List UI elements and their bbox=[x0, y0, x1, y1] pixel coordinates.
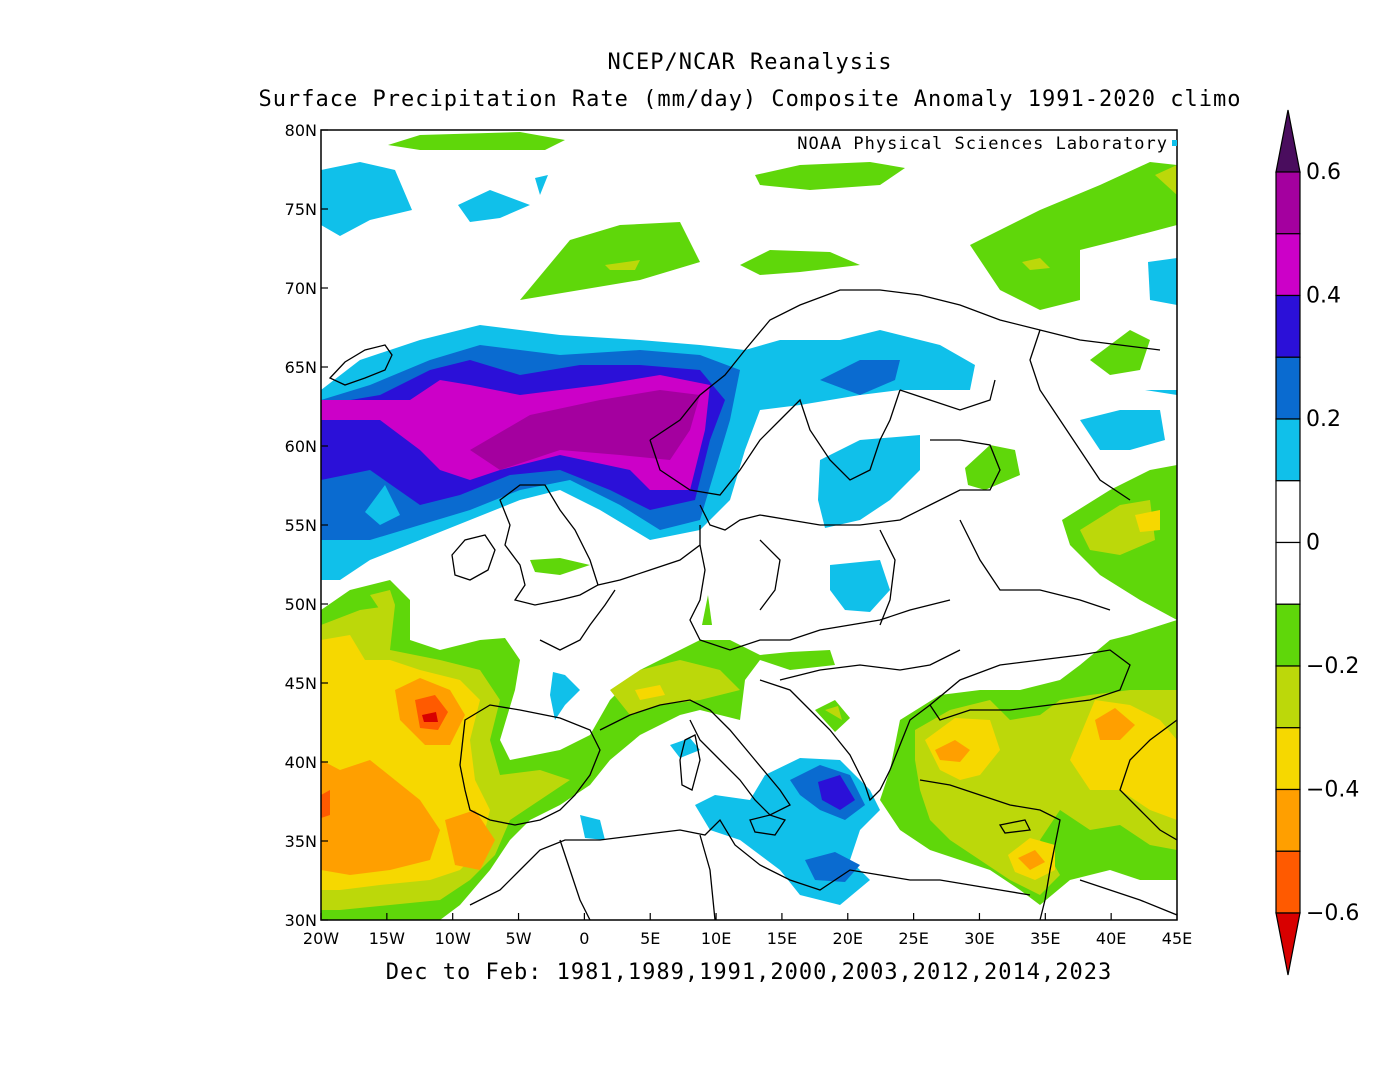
colorbar-box bbox=[1275, 788, 1301, 852]
chart-subtitle: Surface Precipitation Rate (mm/day) Comp… bbox=[258, 87, 1242, 112]
colorbar-box bbox=[1275, 171, 1301, 235]
longitude-axis: 20W 15W 10W 5W 0 5E 10E 15E 20E 25E 30E 35E 40E 45E bbox=[303, 913, 1192, 948]
lat-tick-label: 45N bbox=[285, 674, 317, 693]
lat-tick-label: 40N bbox=[285, 753, 317, 772]
colorbar-label: 0 bbox=[1306, 531, 1320, 556]
colorbar-box bbox=[1275, 356, 1301, 420]
lat-tick-label: 70N bbox=[285, 279, 317, 298]
lon-tick-label: 20W bbox=[303, 929, 339, 948]
lat-tick-label: 50N bbox=[285, 595, 317, 614]
colorbar-box bbox=[1275, 541, 1301, 605]
lon-tick-label: 20E bbox=[833, 929, 863, 948]
lon-tick-label: 25E bbox=[898, 929, 928, 948]
colorbar-label: 0.2 bbox=[1306, 407, 1341, 432]
scandinavia-blue bbox=[818, 435, 920, 528]
lon-tick-label: 0 bbox=[579, 929, 589, 948]
latitude-axis: 30N 35N 40N 45N 50N 55N 60N 65N 70N 75N 80N bbox=[285, 121, 328, 930]
positive-anomaly-purple bbox=[470, 390, 700, 470]
lat-tick-label: 55N bbox=[285, 516, 317, 535]
x-caption: Dec to Feb: 1981,1989,1991,2000,2003,201… bbox=[385, 960, 1113, 985]
colorbar-box bbox=[1275, 850, 1301, 914]
colorbar: 0.6 0.4 0.2 0 −0.2 −0.4 −0.6 bbox=[1275, 109, 1359, 976]
colorbar-label: −0.6 bbox=[1306, 901, 1359, 926]
lat-tick-label: 75N bbox=[285, 200, 317, 219]
colorbar-arrow-top bbox=[1275, 109, 1301, 173]
lon-tick-label: 15W bbox=[369, 929, 405, 948]
north-green-1 bbox=[388, 132, 565, 150]
lat-tick-label: 65N bbox=[285, 358, 317, 377]
lon-tick-label: 10W bbox=[435, 929, 471, 948]
coastlines bbox=[328, 289, 1177, 920]
anomaly-field bbox=[321, 130, 1177, 920]
colorbar-label: −0.4 bbox=[1306, 778, 1359, 803]
chart-title: NCEP/NCAR Reanalysis bbox=[607, 50, 893, 75]
lon-tick-label: 5W bbox=[506, 929, 532, 948]
colorbar-box bbox=[1275, 418, 1301, 482]
lon-tick-label: 45E bbox=[1162, 929, 1192, 948]
lon-tick-label: 5E bbox=[640, 929, 660, 948]
lon-tick-label: 40E bbox=[1096, 929, 1126, 948]
lon-tick-label: 10E bbox=[701, 929, 731, 948]
colorbar-box bbox=[1275, 727, 1301, 791]
colorbar-arrow-bottom bbox=[1275, 912, 1301, 976]
colorbar-box bbox=[1275, 480, 1301, 544]
colorbar-label: −0.2 bbox=[1306, 654, 1359, 679]
credit-text: NOAA Physical Sciences Laboratory bbox=[797, 134, 1168, 154]
colorbar-box bbox=[1275, 233, 1301, 297]
lat-tick-label: 80N bbox=[285, 121, 317, 140]
lat-tick-label: 30N bbox=[285, 911, 317, 930]
colorbar-label: 0.4 bbox=[1306, 284, 1341, 309]
colorbar-box bbox=[1275, 665, 1301, 729]
colorbar-box bbox=[1275, 294, 1301, 358]
lat-tick-label: 60N bbox=[285, 437, 317, 456]
lon-tick-label: 30E bbox=[964, 929, 994, 948]
lon-tick-label: 15E bbox=[767, 929, 797, 948]
colorbar-label: 0.6 bbox=[1306, 160, 1341, 185]
lat-tick-label: 35N bbox=[285, 832, 317, 851]
colorbar-box bbox=[1275, 603, 1301, 667]
lon-tick-label: 35E bbox=[1030, 929, 1060, 948]
